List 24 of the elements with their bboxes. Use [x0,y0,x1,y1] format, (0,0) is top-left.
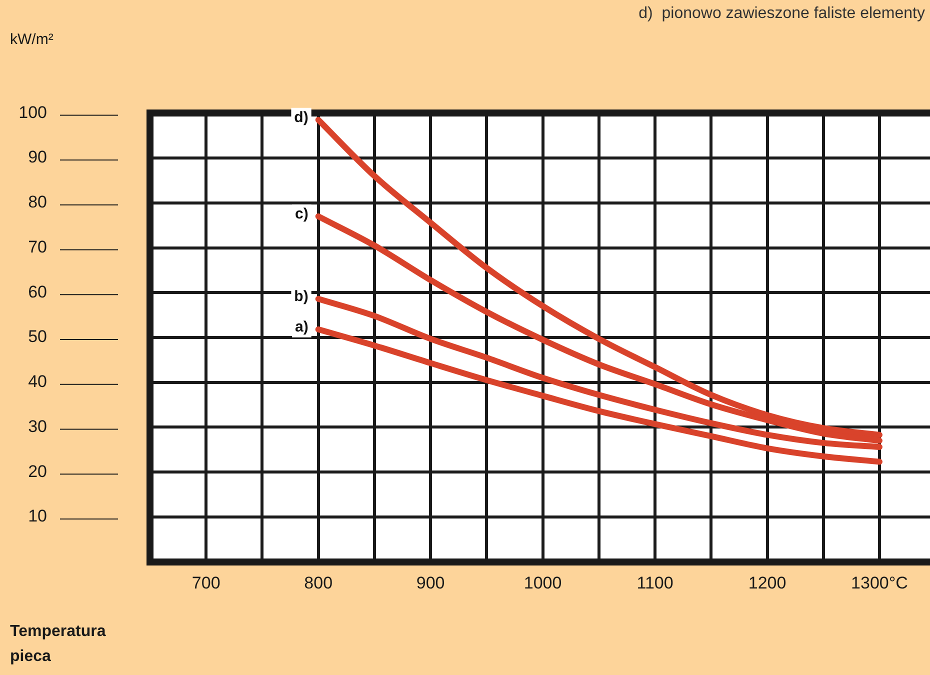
x-tick-label: 1000 [524,574,562,593]
x-tick-label: 700 [192,574,220,593]
y-tick-label: 40 [28,372,47,392]
y-tick-label: 70 [28,237,47,256]
series-label: a) [295,318,308,336]
y-tick-label: 60 [28,282,47,302]
y-tick-label: 20 [28,462,47,481]
y-tick-label: 50 [28,327,47,346]
x-axis-title: Temperatura pieca [10,623,106,665]
x-tick-label: 900 [416,574,445,593]
x-tick-label: 1200 [748,574,786,593]
y-tick-label: 10 [28,506,47,526]
y-axis-title: kW/m² [10,31,54,48]
text: d) pionowo zawieszone faliste elementy [638,5,925,22]
y-tick-label: 90 [28,148,47,167]
x-tick-label: 1300°C [851,574,908,593]
series-label: c) [295,206,308,223]
y-tick-label: 100 [18,102,47,122]
series-label: d) [294,109,308,126]
y-tick-label: 30 [28,416,47,436]
y-tick-label: 80 [28,192,47,212]
x-tick-label: 800 [304,574,333,593]
x-tick-label: 1100 [636,574,674,593]
series-label: b) [294,288,308,306]
